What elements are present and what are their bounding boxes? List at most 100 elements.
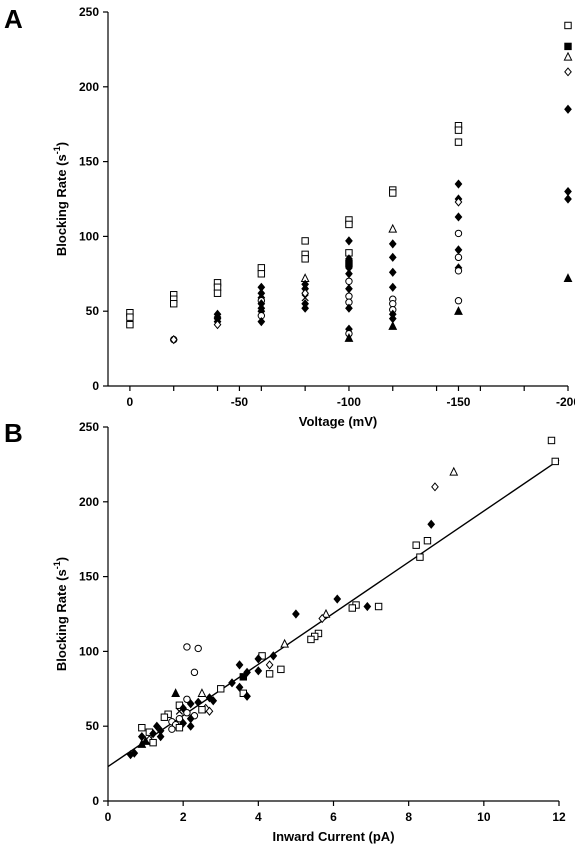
panel-a-data-point bbox=[454, 229, 463, 238]
panel-b-data-point bbox=[416, 553, 424, 561]
panel-b-data-point bbox=[175, 715, 184, 723]
panel-a-x-tick-label: -50 bbox=[231, 395, 249, 409]
panel-b-data-point bbox=[277, 665, 285, 674]
panel-b-data-point bbox=[160, 713, 169, 721]
panel-b-data-point bbox=[149, 738, 157, 747]
panel-a-data-point bbox=[564, 104, 572, 114]
panel-b-data-point bbox=[449, 466, 459, 476]
panel-b-data-point bbox=[197, 688, 207, 697]
panel-b-data-point bbox=[307, 635, 315, 644]
panel-a-data-point bbox=[454, 138, 463, 146]
panel-b-data-point bbox=[183, 709, 191, 717]
panel-b-data-point bbox=[254, 654, 263, 664]
panel-b-data-point bbox=[194, 697, 203, 707]
chart-panel-a: 0 50 100 150 200 250 0 -50 -100 -150 -200 Voltage (… bbox=[52, 5, 575, 429]
panel-b-data-point bbox=[423, 536, 432, 545]
panel-a-data-point bbox=[454, 126, 463, 134]
panel-b-data-point bbox=[292, 609, 300, 619]
panel-b-data-point bbox=[243, 691, 251, 701]
panel-b-data-point bbox=[243, 667, 251, 677]
panel-b-data-point bbox=[547, 436, 556, 445]
panel-b-x-axis-title: Inward Current (pA) bbox=[272, 829, 394, 844]
panel-a-y-tick-label: 100 bbox=[79, 229, 99, 243]
panel-b-data-point bbox=[171, 688, 181, 697]
panel-b-data-point bbox=[235, 660, 244, 670]
panel-a-data-point bbox=[454, 267, 463, 275]
panel-a-letter: A bbox=[4, 4, 23, 34]
panel-a-data-point bbox=[454, 212, 463, 222]
panel-a-data-point bbox=[213, 320, 222, 330]
panel-a-x-tick-label: 0 bbox=[127, 395, 134, 409]
panel-a-data-point bbox=[257, 270, 266, 278]
panel-b-data-point bbox=[427, 519, 436, 529]
panel-b-data-point bbox=[269, 651, 278, 661]
panel-a-data-point bbox=[170, 300, 178, 308]
panel-b-data-point bbox=[175, 707, 184, 715]
panel-b-data-point bbox=[149, 729, 157, 739]
panel-a-data-point bbox=[388, 321, 398, 330]
panel-b-data-point bbox=[280, 638, 290, 648]
panel-b-data-point bbox=[228, 678, 236, 688]
panel-a-data-point bbox=[345, 303, 353, 313]
panel-b-data-point bbox=[186, 699, 195, 709]
panel-b-data-point bbox=[363, 601, 372, 612]
panel-b-data-point bbox=[412, 541, 420, 549]
panel-b-data-point bbox=[254, 666, 263, 676]
panel-b-data-point bbox=[179, 718, 188, 728]
panel-b-y-tick-label: 250 bbox=[79, 420, 99, 434]
panel-b-fit-line bbox=[107, 459, 560, 768]
panel-b-data-point bbox=[175, 723, 184, 732]
chart-panel-b: 0 50 100 150 200 250 0 2 4 6 8 10 12 Inward Current (… bbox=[52, 420, 566, 844]
panel-a-data-point bbox=[257, 317, 266, 327]
panel-b-data-point bbox=[321, 608, 331, 618]
panel-a-y-tick-label: 0 bbox=[92, 379, 99, 393]
panel-b-data-point bbox=[333, 594, 342, 604]
panel-a-x-axis-title: Voltage (mV) bbox=[299, 414, 378, 429]
panel-b-data-point bbox=[217, 685, 225, 693]
panel-b-y-tick-label: 0 bbox=[92, 794, 99, 808]
panel-a-data-point bbox=[301, 255, 309, 263]
panel-b-y-tick-label: 200 bbox=[79, 495, 99, 509]
panel-b-data-point bbox=[235, 682, 244, 692]
panel-b-data-point bbox=[374, 602, 383, 611]
panel-b-data-point bbox=[431, 482, 439, 492]
panel-a-data-point bbox=[301, 237, 309, 245]
panel-b-data-point bbox=[138, 723, 146, 732]
panel-a-y-axis-title: Blocking Rate (s-1) bbox=[52, 142, 69, 256]
panel-a-data-point bbox=[454, 179, 463, 189]
panel-a-data-point bbox=[454, 253, 463, 262]
panel-a-data-point bbox=[213, 283, 222, 291]
panel-b-data-point bbox=[209, 696, 218, 706]
panel-a-x-tick-label: -100 bbox=[337, 395, 361, 409]
panel-a-data-point bbox=[563, 273, 573, 282]
panel-a-data-point bbox=[345, 236, 353, 246]
panel-b-data-point bbox=[348, 604, 356, 612]
panel-b-x-tick-label: 12 bbox=[552, 810, 566, 824]
panel-b-y-tick-label: 50 bbox=[86, 719, 100, 733]
panel-a-x-tick-label: -150 bbox=[446, 395, 470, 409]
panel-b-y-tick-label: 100 bbox=[79, 644, 99, 658]
panel-a-data-point bbox=[345, 292, 353, 300]
panel-b-data-point bbox=[194, 644, 202, 653]
panel-b-data-point bbox=[186, 721, 195, 731]
panel-a-data-point bbox=[564, 186, 572, 197]
panel-a-data-point bbox=[563, 51, 573, 61]
panel-a-data-point bbox=[388, 252, 397, 262]
panel-a-data-point bbox=[564, 42, 572, 51]
panel-a-data-point bbox=[345, 277, 353, 285]
panel-a-data-point bbox=[388, 239, 397, 249]
panel-a-data-point bbox=[454, 197, 463, 207]
panel-a-data-point bbox=[301, 294, 309, 302]
panel-b-data-point bbox=[265, 670, 274, 678]
panel-a-y-tick-label: 150 bbox=[79, 155, 99, 169]
panel-a-data-point bbox=[213, 289, 222, 297]
panel-a-data-point bbox=[345, 220, 353, 229]
panel-a-data-point bbox=[345, 284, 353, 294]
panel-b-x-tick-label: 10 bbox=[477, 810, 491, 824]
panel-b-x-tick-label: 2 bbox=[180, 810, 187, 824]
panel-b-letter: B bbox=[4, 418, 23, 448]
panel-b-data-point bbox=[551, 457, 559, 466]
panel-a-data-point bbox=[389, 300, 397, 308]
panel-a-data-point bbox=[389, 189, 397, 197]
panel-b-y-axis-title: Blocking Rate (s-1) bbox=[52, 557, 69, 671]
